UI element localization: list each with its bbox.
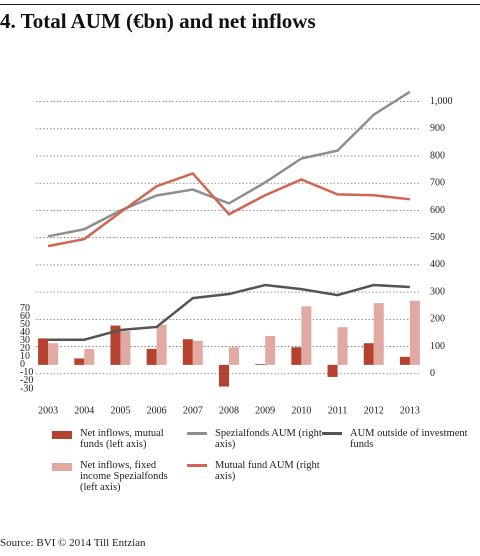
y2-tick-label: 1,000 xyxy=(430,96,453,107)
legend: Net inflows, mutual funds (left axis) Spe… xyxy=(52,428,472,493)
legend-label: Net inflows, fixed income Spezialfonds (… xyxy=(80,460,168,493)
chart-title: 4. Total AUM (€bn) and net inflows xyxy=(0,4,480,34)
y-tick-label: -30 xyxy=(20,383,33,394)
bar xyxy=(255,364,266,365)
x-tick-label: 2004 xyxy=(74,405,94,416)
x-tick-label: 2011 xyxy=(328,405,348,416)
y2-tick-label: 200 xyxy=(430,314,445,325)
chart: 01002003004005006007008009001,000-30-20-… xyxy=(20,90,453,416)
bar xyxy=(48,343,59,365)
source: Source: BVI © 2014 Till Entzian xyxy=(0,537,146,549)
bar xyxy=(38,338,49,365)
bar xyxy=(156,324,167,365)
legend-item: Net inflows, mutual funds (left axis) xyxy=(52,428,187,450)
legend-label: AUM outside of investment funds xyxy=(350,428,468,450)
x-tick-label: 2010 xyxy=(291,405,311,416)
bar xyxy=(146,348,157,365)
bar xyxy=(373,303,384,365)
bar xyxy=(409,300,420,365)
x-tick-label: 2012 xyxy=(364,405,384,416)
legend-label: Mutual fund AUM (right axis) xyxy=(215,460,320,482)
legend-swatch xyxy=(52,431,72,439)
line xyxy=(48,283,410,342)
bar xyxy=(74,358,85,365)
bar xyxy=(182,339,193,365)
bar xyxy=(84,348,95,365)
y2-tick-label: 400 xyxy=(430,259,445,270)
x-tick-label: 2013 xyxy=(400,405,420,416)
bar xyxy=(291,347,302,365)
bar xyxy=(301,306,312,365)
y-tick-label: 10 xyxy=(20,351,30,362)
legend-swatch xyxy=(187,464,207,467)
x-tick-label: 2007 xyxy=(183,405,203,416)
bar xyxy=(219,364,229,387)
bar xyxy=(327,364,338,377)
y-tick-label: 30 xyxy=(20,335,30,346)
x-tick-label: 2009 xyxy=(255,405,275,416)
bar xyxy=(120,331,131,365)
y-tick-label: 0 xyxy=(20,359,25,370)
y-tick-label: 70 xyxy=(20,303,30,314)
legend-item: Mutual fund AUM (right axis) xyxy=(187,460,322,493)
legend-item: Net inflows, fixed income Spezialfonds (… xyxy=(52,460,187,493)
legend-label: Net inflows, mutual funds (left axis) xyxy=(80,428,164,450)
line xyxy=(47,172,411,248)
x-tick-label: 2006 xyxy=(147,405,167,416)
bar xyxy=(337,327,348,365)
line xyxy=(47,90,411,238)
bar xyxy=(265,335,276,365)
bar xyxy=(399,356,410,365)
y-tick-label: -10 xyxy=(20,367,33,378)
y2-tick-label: 300 xyxy=(430,286,445,297)
y2-tick-label: 600 xyxy=(430,205,445,216)
x-tick-label: 2003 xyxy=(38,405,58,416)
legend-swatch xyxy=(52,463,72,471)
x-tick-label: 2005 xyxy=(110,405,130,416)
legend-swatch xyxy=(187,432,207,435)
y-tick-label: 20 xyxy=(20,343,30,354)
y-tick-label: 60 xyxy=(20,311,30,322)
bar xyxy=(363,343,374,365)
y2-tick-label: 500 xyxy=(430,232,445,243)
bar xyxy=(192,340,203,365)
y-tick-label: 50 xyxy=(20,319,30,330)
y2-tick-label: 0 xyxy=(430,368,435,379)
legend-swatch xyxy=(322,432,342,435)
y2-tick-label: 800 xyxy=(430,150,445,161)
y2-tick-label: 700 xyxy=(430,178,445,189)
x-tick-label: 2008 xyxy=(219,405,239,416)
y-tick-label: 40 xyxy=(20,327,30,338)
bar xyxy=(110,325,121,365)
legend-label: Spezialfonds AUM (right axis) xyxy=(215,428,322,450)
y2-tick-label: 100 xyxy=(430,341,445,352)
y2-tick-label: 900 xyxy=(430,123,445,134)
y-tick-label: -20 xyxy=(20,375,33,386)
legend-item: Spezialfonds AUM (right axis) xyxy=(187,428,322,450)
legend-item: AUM outside of investment funds xyxy=(322,428,472,450)
bar xyxy=(229,347,239,365)
